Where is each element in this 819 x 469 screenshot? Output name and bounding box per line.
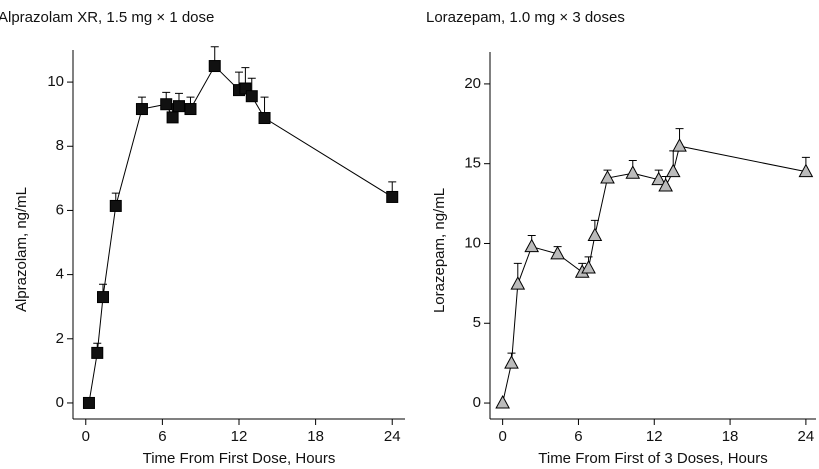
- marker: [184, 103, 197, 116]
- marker: [651, 171, 667, 186]
- x-axis-label: Time From First Dose, Hours: [143, 450, 336, 467]
- x-tick-label: 0: [498, 428, 506, 445]
- marker: [550, 245, 565, 260]
- y-tick-label: 0: [56, 394, 64, 411]
- marker: [504, 355, 519, 369]
- marker: [581, 260, 596, 274]
- marker: [665, 163, 681, 178]
- x-tick-label: 24: [798, 428, 815, 445]
- marker: [166, 111, 179, 124]
- marker: [172, 100, 185, 113]
- y-tick-label: 8: [56, 137, 64, 154]
- x-tick-label: 12: [231, 428, 248, 445]
- marker: [495, 394, 510, 409]
- marker: [798, 163, 814, 178]
- y-tick-label: 15: [464, 155, 481, 172]
- x-tick-label: 6: [158, 428, 166, 445]
- marker: [109, 199, 122, 212]
- marker: [625, 165, 641, 179]
- y-tick-label: 0: [473, 394, 481, 411]
- x-tick-label: 18: [307, 428, 324, 445]
- x-tick-label: 24: [384, 428, 401, 445]
- y-axis-label: Lorazepam, ng/mL: [431, 188, 448, 313]
- marker: [160, 98, 173, 111]
- marker: [245, 90, 258, 103]
- data-line: [88, 65, 393, 404]
- y-tick-label: 20: [464, 75, 481, 92]
- y-tick-label: 10: [464, 234, 481, 251]
- x-axis-label: Time From First of 3 Doses, Hours: [538, 450, 767, 467]
- x-tick-label: 12: [646, 428, 663, 445]
- chart-title: Lorazepam, 1.0 mg × 3 doses: [426, 9, 625, 26]
- marker: [587, 227, 603, 241]
- marker: [672, 138, 687, 152]
- marker: [658, 177, 673, 192]
- x-tick-label: 6: [574, 428, 582, 445]
- marker: [208, 60, 221, 73]
- chart-title: Alprazolam XR, 1.5 mg × 1 dose: [0, 9, 214, 26]
- y-tick-label: 5: [473, 314, 481, 331]
- marker: [386, 190, 399, 203]
- y-tick-label: 10: [47, 73, 64, 90]
- x-tick-label: 0: [82, 428, 90, 445]
- marker: [91, 346, 104, 359]
- marker: [524, 238, 540, 253]
- marker: [510, 276, 526, 290]
- marker: [97, 291, 110, 304]
- marker: [600, 170, 615, 184]
- y-tick-label: 4: [56, 266, 64, 283]
- y-axis-label: Alprazolam, ng/mL: [13, 187, 30, 312]
- x-tick-label: 18: [722, 428, 739, 445]
- y-tick-label: 2: [56, 330, 64, 347]
- marker: [258, 112, 271, 125]
- y-tick-label: 6: [56, 201, 64, 218]
- marker: [135, 103, 148, 116]
- marker: [239, 82, 252, 95]
- marker: [82, 396, 95, 409]
